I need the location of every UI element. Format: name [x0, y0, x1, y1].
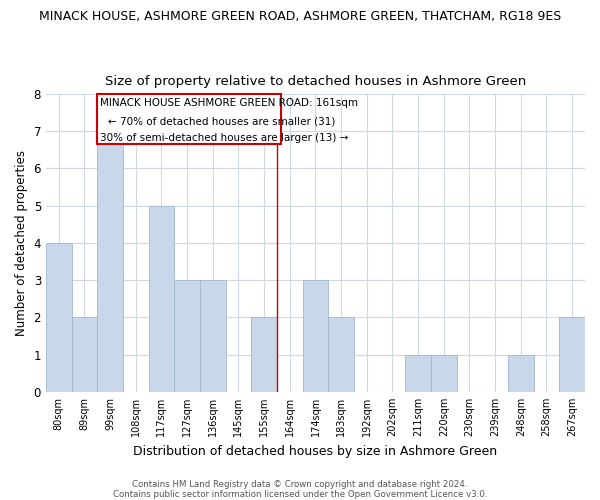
Text: Contains HM Land Registry data © Crown copyright and database right 2024.: Contains HM Land Registry data © Crown c… — [132, 480, 468, 489]
Bar — [508, 354, 533, 392]
Bar — [302, 280, 328, 392]
Text: MINACK HOUSE, ASHMORE GREEN ROAD, ASHMORE GREEN, THATCHAM, RG18 9ES: MINACK HOUSE, ASHMORE GREEN ROAD, ASHMOR… — [39, 10, 561, 23]
Text: ← 70% of detached houses are smaller (31): ← 70% of detached houses are smaller (31… — [108, 116, 335, 126]
Bar — [431, 354, 457, 392]
Bar — [559, 318, 585, 392]
Bar — [174, 280, 200, 392]
Text: Contains public sector information licensed under the Open Government Licence v3: Contains public sector information licen… — [113, 490, 487, 499]
Text: 30% of semi-detached houses are larger (13) →: 30% of semi-detached houses are larger (… — [100, 133, 349, 143]
Y-axis label: Number of detached properties: Number of detached properties — [15, 150, 28, 336]
Bar — [46, 243, 71, 392]
Bar — [97, 131, 123, 392]
FancyBboxPatch shape — [97, 94, 281, 144]
Title: Size of property relative to detached houses in Ashmore Green: Size of property relative to detached ho… — [105, 76, 526, 88]
Text: MINACK HOUSE ASHMORE GREEN ROAD: 161sqm: MINACK HOUSE ASHMORE GREEN ROAD: 161sqm — [100, 98, 358, 108]
Bar — [406, 354, 431, 392]
Bar — [71, 318, 97, 392]
Bar — [328, 318, 354, 392]
Bar — [149, 206, 174, 392]
Bar — [251, 318, 277, 392]
Bar — [200, 280, 226, 392]
X-axis label: Distribution of detached houses by size in Ashmore Green: Distribution of detached houses by size … — [133, 444, 497, 458]
